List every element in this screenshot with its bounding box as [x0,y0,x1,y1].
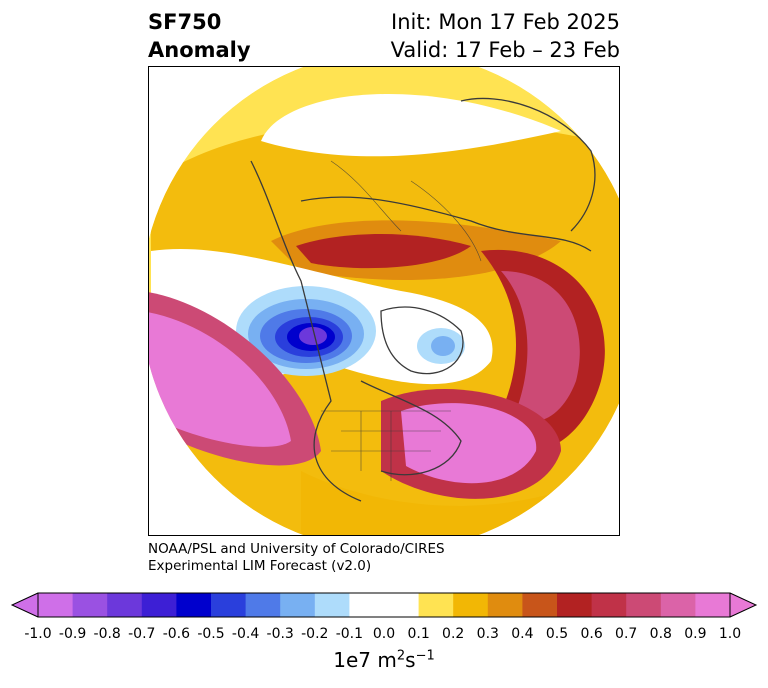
colorbar-tick-label: 0.5 [545,626,569,642]
colorbar-tick-label: -0.7 [128,626,156,642]
colorbar-tick-label: 0.8 [649,626,672,642]
colorbar-bin [211,593,247,617]
colorbar-bin [245,593,281,617]
colorbar-tick-label: -0.1 [335,626,364,642]
colorbar-tick-label: 0.0 [372,626,396,642]
colorbar-tick-label: -0.8 [93,626,121,642]
colorbar-outline [37,592,731,618]
disk-mask [149,67,619,535]
colorbar-bin [384,593,420,617]
forecast-dates: Init: Mon 17 Feb 2025 Valid: 17 Feb – 23… [391,8,620,64]
colorbar-tick-label: -1.0 [24,626,52,642]
colorbar-bin [626,593,662,617]
valid-range: Valid: 17 Feb – 23 Feb [390,38,620,62]
colorbar-extend-left [12,593,38,617]
colorbar-tick-label: -0.9 [58,626,87,642]
colorbar-bin [314,593,350,617]
forecast-map [148,66,620,536]
colorbar-bin [176,593,212,617]
colorbar-bin [418,593,454,617]
title-type: Anomaly [148,38,251,62]
credit-product: Experimental LIM Forecast (v2.0) [148,558,372,574]
colorbar-tick-label: -0.2 [301,626,329,642]
colorbar-tick-label: 0.9 [684,626,707,642]
units-s: s [405,648,416,672]
colorbar-bin [522,593,558,617]
title-variable: SF750 [148,10,222,34]
anomaly-field [149,67,619,535]
colorbar-bin [453,593,489,617]
units-exp1: 2 [396,648,406,664]
colorbar-bin [695,593,731,617]
colorbar-tick-label: -0.4 [231,626,260,642]
units-exp2: −1 [415,648,435,664]
colorbar-bin [349,593,385,617]
colorbar [10,592,758,618]
init-date: Init: Mon 17 Feb 2025 [391,10,620,34]
colorbar-bins [38,593,731,617]
colorbar-tick-label: 0.2 [442,626,465,642]
data-credit: NOAA/PSL and University of Colorado/CIRE… [148,541,445,575]
colorbar-bin [280,593,316,617]
borders [321,160,482,481]
colorbar-bin [591,593,627,617]
map-title: SF750 Anomaly [148,8,251,64]
colorbar-bin [72,593,108,617]
colorbar-tick-label: 0.3 [476,626,499,642]
colorbar-tick-label: 0.1 [407,626,430,642]
colorbar-bin [487,593,523,617]
colorbar-ticks: -1.0 -0.9 -0.8 -0.7 -0.6 -0.5 -0.4 -0.3 -0.2 -0.1… [0,626,768,646]
colorbar-bin [38,593,74,617]
colorbar-bin [557,593,593,617]
colorbar-tick-label: -0.3 [266,626,294,642]
colorbar-units: 1e7 m2s−1 [0,648,768,672]
credit-source: NOAA/PSL and University of Colorado/CIRE… [148,541,445,557]
colorbar-tick-label: -0.5 [197,626,225,642]
colorbar-tick-label: 1.0 [718,626,742,642]
units-base: 1e7 m [333,648,397,672]
colorbar-tick-label: -0.6 [162,626,191,642]
colorbar-tick-label: 0.7 [615,626,638,642]
colorbar-tick-label: 0.4 [511,626,534,642]
colorbar-bin [660,593,696,617]
colorbar-bin [107,593,143,617]
colorbar-bin [141,593,177,617]
colorbar-tick-label: 0.6 [580,626,603,642]
coastlines [250,97,596,502]
colorbar-extend-right [730,593,756,617]
